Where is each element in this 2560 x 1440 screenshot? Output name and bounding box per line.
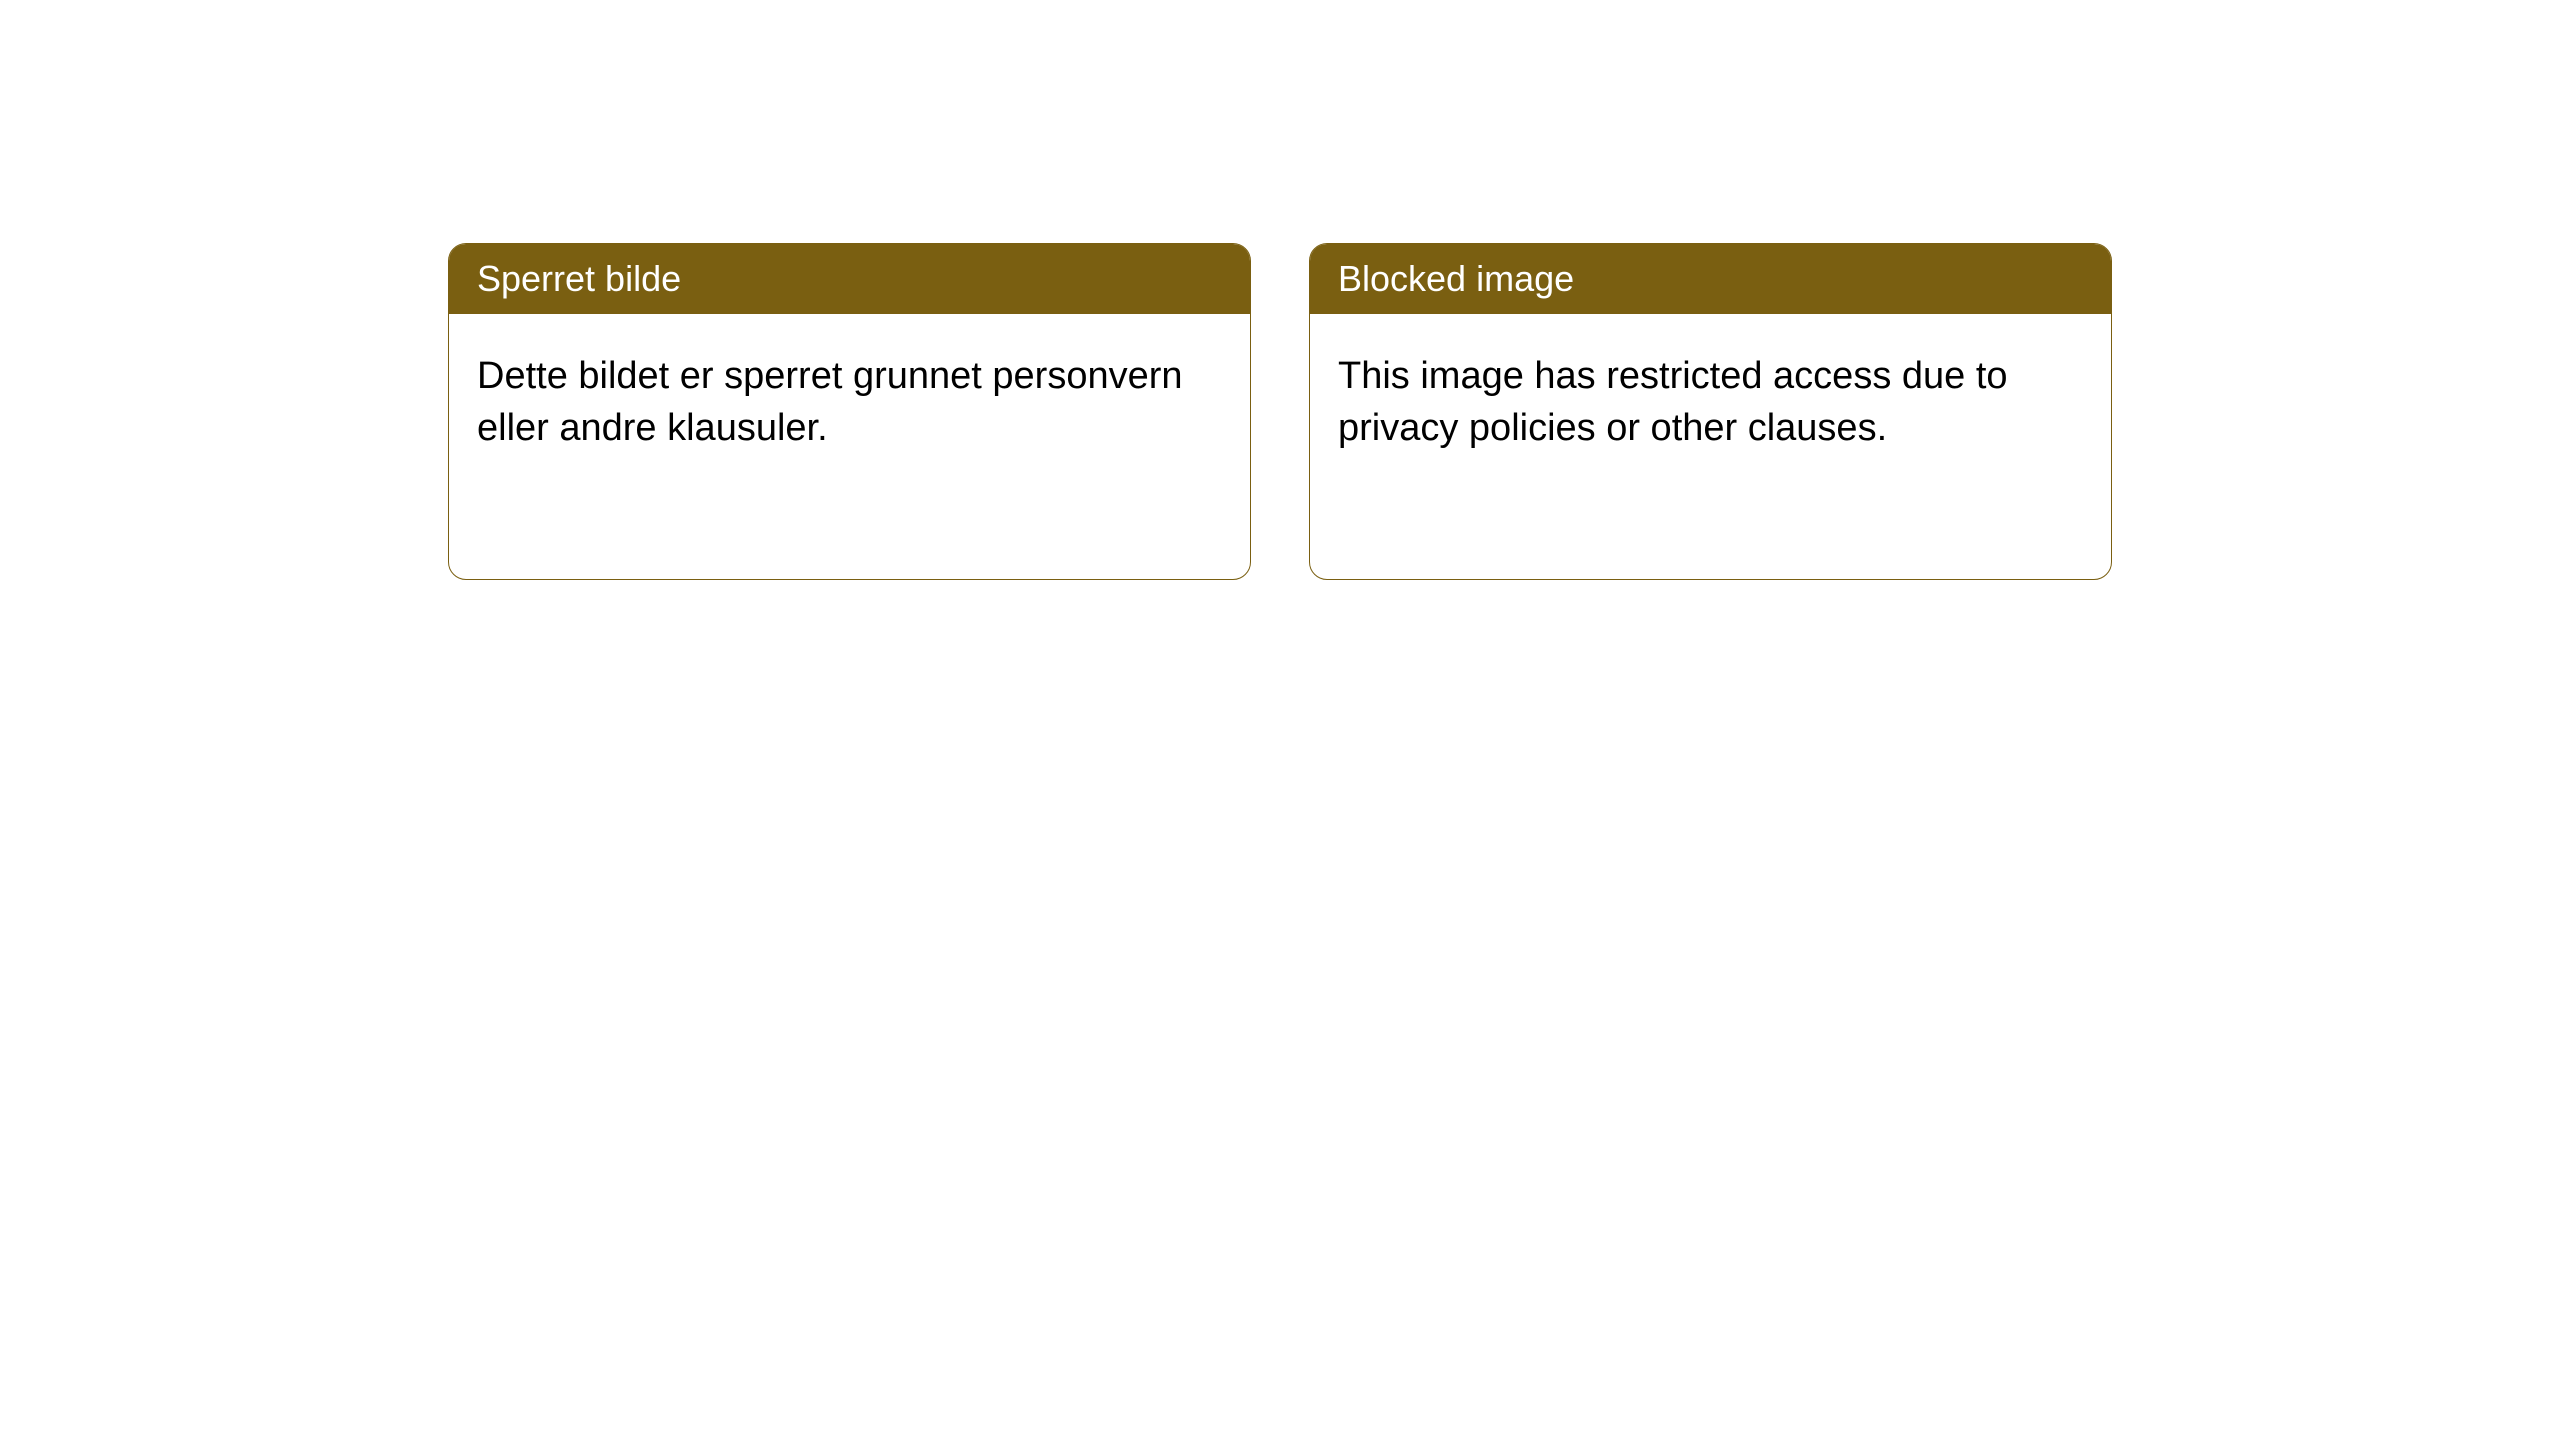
card-header: Sperret bilde: [449, 244, 1250, 314]
notice-cards-container: Sperret bilde Dette bildet er sperret gr…: [448, 243, 2112, 580]
card-body: This image has restricted access due to …: [1310, 314, 2111, 490]
card-body: Dette bildet er sperret grunnet personve…: [449, 314, 1250, 490]
card-header: Blocked image: [1310, 244, 2111, 314]
notice-card-english: Blocked image This image has restricted …: [1309, 243, 2112, 580]
notice-card-norwegian: Sperret bilde Dette bildet er sperret gr…: [448, 243, 1251, 580]
